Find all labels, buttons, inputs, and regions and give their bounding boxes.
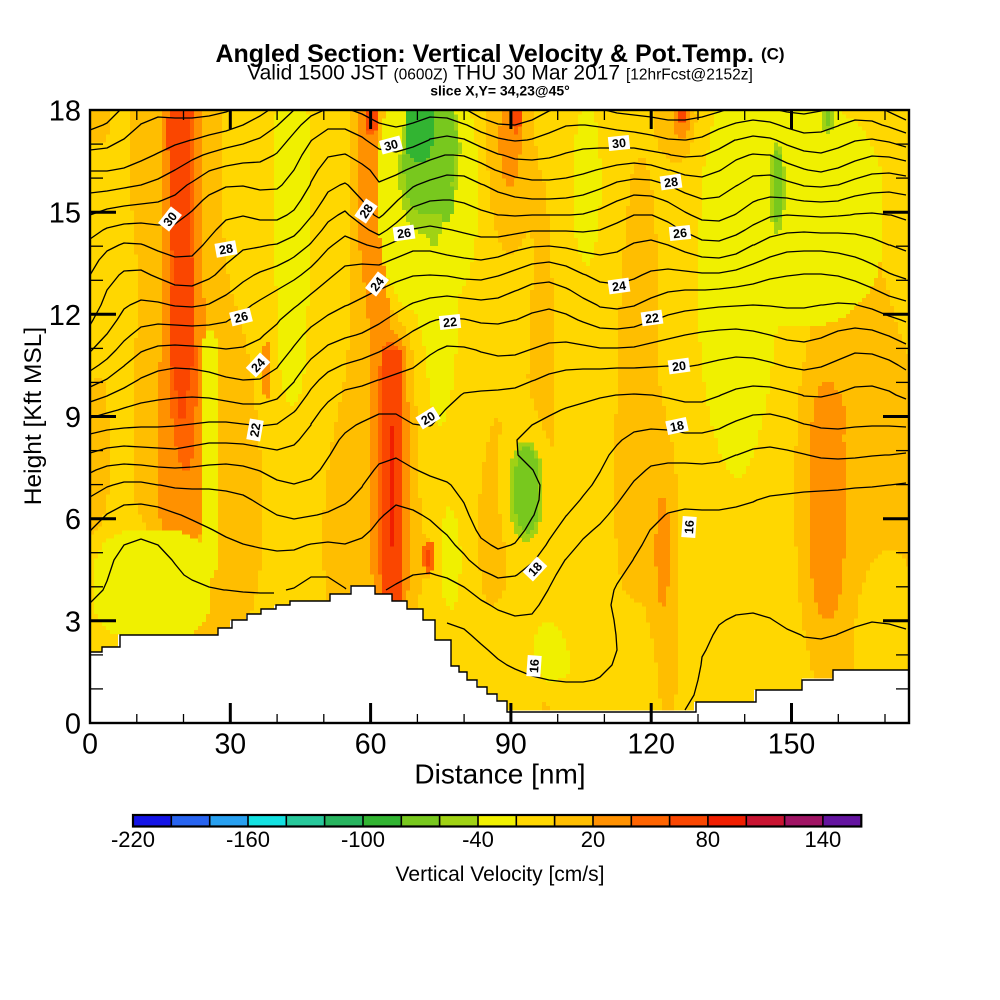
svg-text:30: 30 bbox=[214, 729, 246, 761]
svg-text:22: 22 bbox=[644, 311, 660, 327]
svg-text:90: 90 bbox=[495, 729, 527, 761]
svg-text:9: 9 bbox=[65, 402, 81, 434]
svg-text:-40: -40 bbox=[462, 827, 494, 852]
svg-text:22: 22 bbox=[247, 422, 263, 438]
svg-text:30: 30 bbox=[161, 209, 181, 229]
svg-text:Vertical Velocity [cm/s]: Vertical Velocity [cm/s] bbox=[396, 863, 605, 886]
svg-text:Angled Section: Vertical Veloc: Angled Section: Vertical Velocity & Pot.… bbox=[215, 40, 784, 68]
svg-text:140: 140 bbox=[805, 827, 842, 852]
svg-text:15: 15 bbox=[49, 198, 81, 230]
svg-text:24: 24 bbox=[368, 274, 388, 294]
svg-text:20: 20 bbox=[581, 827, 605, 852]
svg-text:Valid 1500 JST (0600Z) THU 30: Valid 1500 JST (0600Z) THU 30 Mar 2017 [… bbox=[247, 62, 753, 85]
svg-text:20: 20 bbox=[671, 359, 687, 375]
svg-text:12: 12 bbox=[49, 300, 81, 332]
svg-text:20: 20 bbox=[419, 409, 438, 428]
svg-text:slice X,Y= 34,23@45°: slice X,Y= 34,23@45° bbox=[430, 83, 570, 99]
svg-text:16: 16 bbox=[682, 520, 697, 535]
svg-text:28: 28 bbox=[663, 175, 679, 191]
svg-text:-220: -220 bbox=[111, 827, 155, 852]
svg-text:60: 60 bbox=[355, 729, 387, 761]
svg-text:26: 26 bbox=[233, 309, 250, 326]
svg-text:Distance [nm]: Distance [nm] bbox=[414, 759, 585, 790]
svg-text:Height [Kft MSL]: Height [Kft MSL] bbox=[20, 327, 47, 505]
svg-text:28: 28 bbox=[218, 241, 234, 257]
svg-text:22: 22 bbox=[442, 315, 457, 330]
svg-text:26: 26 bbox=[672, 226, 687, 241]
svg-text:30: 30 bbox=[611, 136, 626, 151]
svg-text:18: 18 bbox=[669, 418, 686, 435]
svg-text:150: 150 bbox=[768, 729, 816, 761]
svg-text:16: 16 bbox=[527, 659, 542, 674]
svg-text:6: 6 bbox=[65, 504, 81, 536]
svg-text:80: 80 bbox=[696, 827, 720, 852]
svg-text:30: 30 bbox=[383, 137, 400, 154]
svg-text:120: 120 bbox=[627, 729, 675, 761]
svg-text:-100: -100 bbox=[341, 827, 385, 852]
svg-text:0: 0 bbox=[65, 709, 81, 741]
svg-text:26: 26 bbox=[396, 226, 412, 242]
svg-text:3: 3 bbox=[65, 606, 81, 638]
svg-text:0: 0 bbox=[82, 729, 98, 761]
svg-text:28: 28 bbox=[357, 202, 376, 221]
svg-text:24: 24 bbox=[611, 279, 627, 295]
svg-text:18: 18 bbox=[49, 96, 81, 128]
svg-text:-160: -160 bbox=[226, 827, 270, 852]
